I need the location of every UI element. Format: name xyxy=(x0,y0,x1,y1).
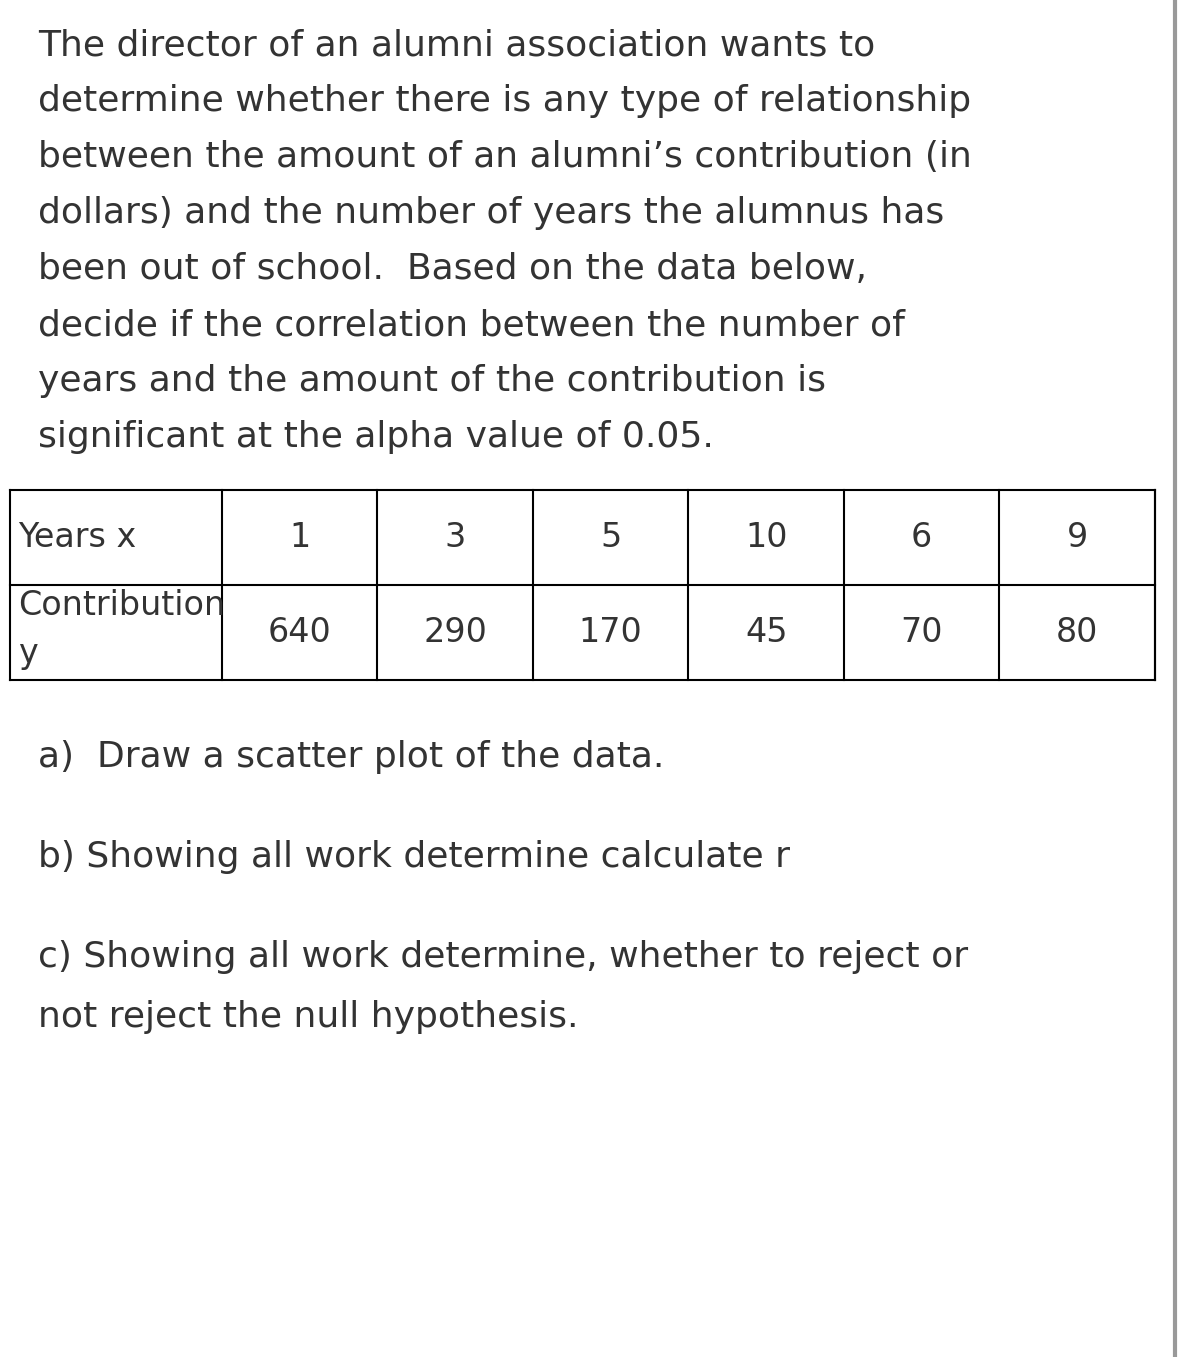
Text: a)  Draw a scatter plot of the data.: a) Draw a scatter plot of the data. xyxy=(38,740,665,773)
Text: dollars) and the number of years the alumnus has: dollars) and the number of years the alu… xyxy=(38,195,944,229)
Text: 3: 3 xyxy=(444,521,466,554)
Text: 290: 290 xyxy=(424,616,487,649)
Text: 70: 70 xyxy=(900,616,943,649)
Text: decide if the correlation between the number of: decide if the correlation between the nu… xyxy=(38,308,905,342)
Text: not reject the null hypothesis.: not reject the null hypothesis. xyxy=(38,1000,578,1034)
Text: 5: 5 xyxy=(600,521,622,554)
Text: between the amount of an alumni’s contribution (in: between the amount of an alumni’s contri… xyxy=(38,140,972,174)
Text: Contribution: Contribution xyxy=(18,589,226,623)
Text: c) Showing all work determine, whether to reject or: c) Showing all work determine, whether t… xyxy=(38,940,968,974)
Text: 80: 80 xyxy=(1056,616,1098,649)
Text: been out of school.  Based on the data below,: been out of school. Based on the data be… xyxy=(38,252,866,286)
Text: 9: 9 xyxy=(1067,521,1088,554)
Text: determine whether there is any type of relationship: determine whether there is any type of r… xyxy=(38,84,971,118)
Text: y: y xyxy=(18,636,37,670)
Text: 10: 10 xyxy=(745,521,787,554)
Text: 640: 640 xyxy=(268,616,331,649)
Text: Years x: Years x xyxy=(18,521,137,554)
Text: The director of an alumni association wants to: The director of an alumni association wa… xyxy=(38,28,875,62)
Text: years and the amount of the contribution is: years and the amount of the contribution… xyxy=(38,364,826,398)
Text: 45: 45 xyxy=(745,616,787,649)
Text: significant at the alpha value of 0.05.: significant at the alpha value of 0.05. xyxy=(38,421,714,455)
Text: 1: 1 xyxy=(289,521,311,554)
Text: b) Showing all work determine calculate r: b) Showing all work determine calculate … xyxy=(38,840,790,874)
Text: 6: 6 xyxy=(911,521,932,554)
Text: 170: 170 xyxy=(578,616,642,649)
